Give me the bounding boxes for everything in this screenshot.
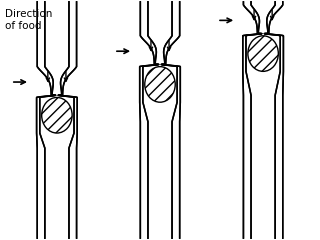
Polygon shape xyxy=(143,1,177,239)
Text: Direction
of food: Direction of food xyxy=(4,8,52,31)
Ellipse shape xyxy=(145,67,175,102)
Polygon shape xyxy=(40,1,74,239)
Ellipse shape xyxy=(42,97,72,133)
Polygon shape xyxy=(246,1,280,239)
Ellipse shape xyxy=(248,36,278,71)
